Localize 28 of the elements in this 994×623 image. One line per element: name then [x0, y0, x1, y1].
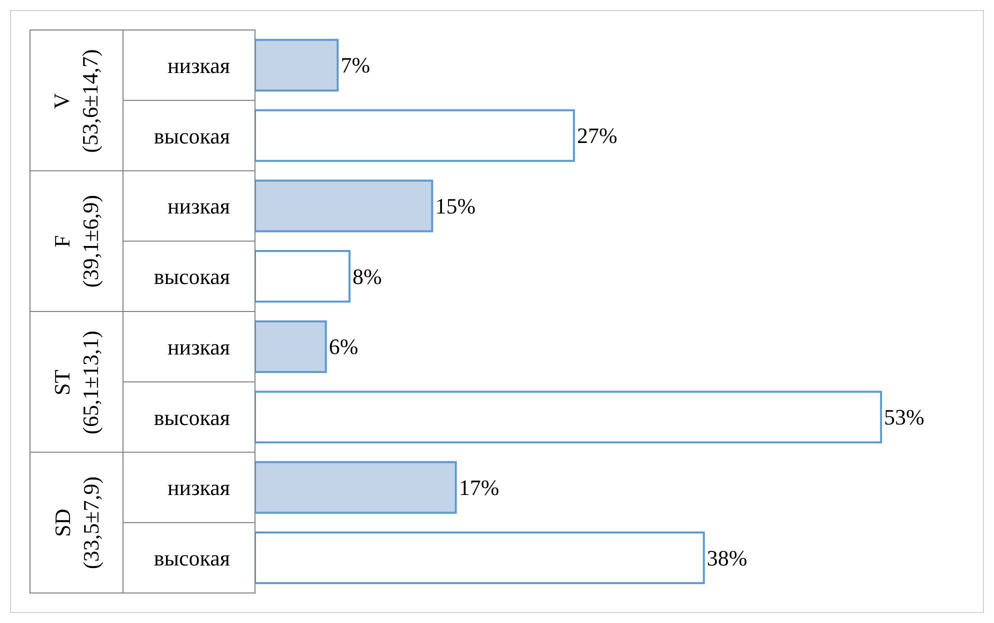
y-tick-label: высокая: [154, 404, 230, 430]
bar: [255, 109, 575, 162]
data-label: 8%: [352, 264, 382, 289]
data-label: 15%: [435, 193, 476, 218]
data-label: 53%: [884, 404, 924, 430]
y-tick-label: высокая: [154, 123, 230, 148]
text: SD (33,5±7,9): [50, 476, 104, 570]
text: V (53,6±14,7): [49, 49, 103, 153]
bar: [255, 250, 350, 303]
data-label: 6%: [328, 334, 358, 360]
text: ST (65,1±13,1): [50, 330, 104, 434]
data-label: 17%: [458, 474, 500, 500]
data-label: 27%: [576, 123, 618, 148]
y-tick-label: низкая: [168, 334, 230, 360]
bar: [255, 320, 327, 374]
y-tick-label: высокая: [154, 264, 230, 290]
bar: [255, 38, 339, 92]
y-tick-label: высокая: [154, 546, 230, 571]
y-tick-label: низкая: [168, 52, 230, 78]
bar: [255, 390, 882, 444]
text: F (39,1±6,9): [49, 194, 103, 288]
data-label: 7%: [340, 52, 370, 78]
data-label: 38%: [706, 545, 748, 570]
bar: [255, 180, 434, 232]
y-tick-label: низкая: [168, 194, 230, 219]
bar: [255, 461, 457, 514]
y-tick-label: низкая: [168, 475, 230, 500]
bar: [255, 531, 705, 584]
